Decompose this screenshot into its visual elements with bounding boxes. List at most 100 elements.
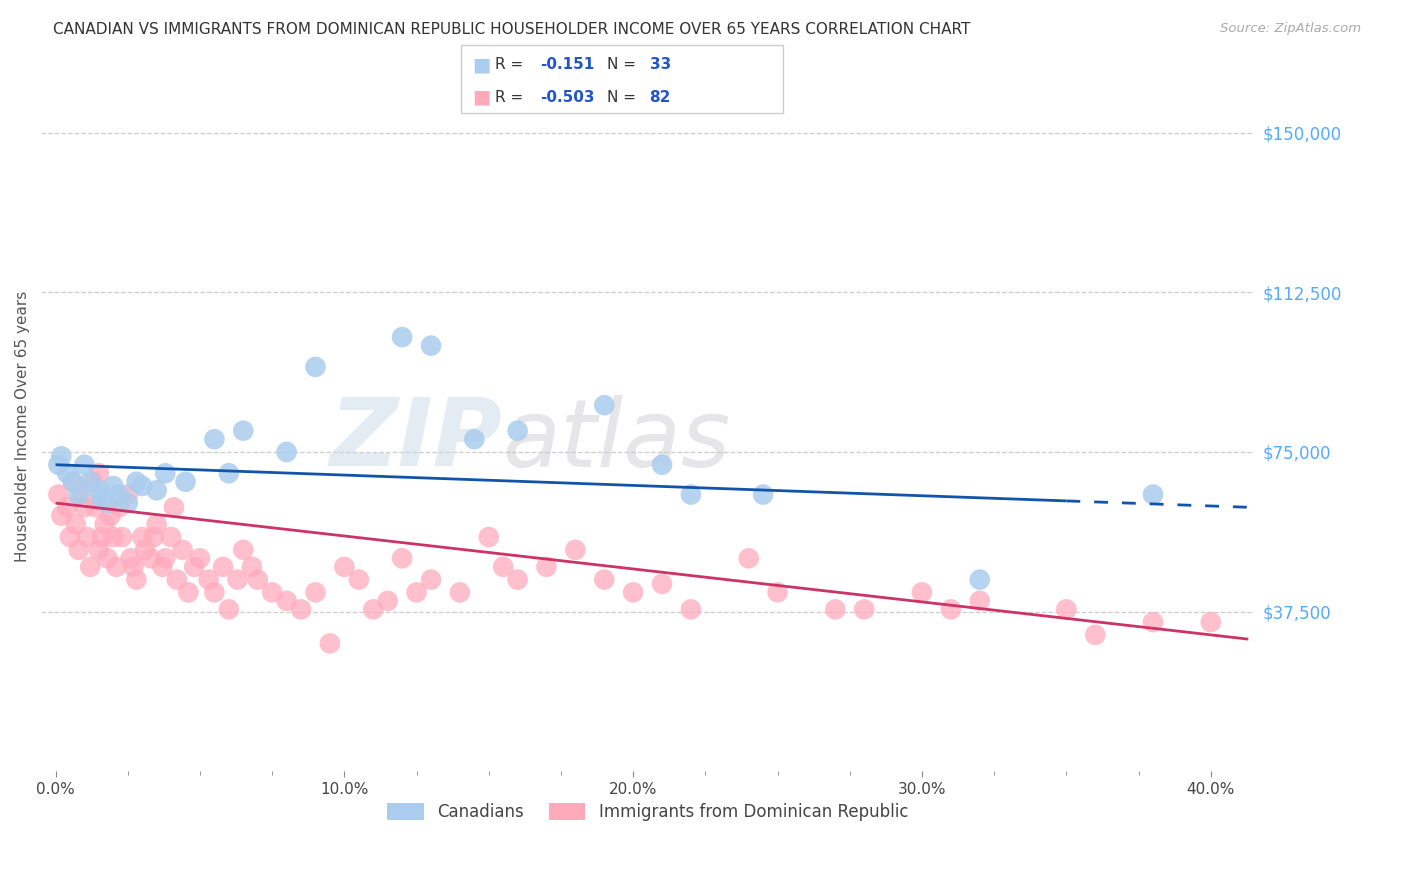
- Point: [420, 573, 443, 587]
- Point: [737, 551, 759, 566]
- Point: [96, 496, 118, 510]
- Point: [651, 577, 673, 591]
- Text: R =: R =: [495, 57, 529, 72]
- Point: [202, 432, 225, 446]
- Text: ■: ■: [472, 88, 491, 107]
- Point: [824, 602, 846, 616]
- Point: [105, 559, 128, 574]
- Point: [51, 449, 73, 463]
- Point: [1199, 615, 1222, 629]
- Point: [131, 530, 153, 544]
- Y-axis label: Householder Income Over 65 years: Householder Income Over 65 years: [15, 291, 30, 562]
- Point: [108, 500, 131, 515]
- Point: [48, 458, 70, 472]
- Point: [232, 424, 254, 438]
- Point: [506, 424, 529, 438]
- Point: [155, 467, 177, 481]
- Point: [131, 479, 153, 493]
- Text: CANADIAN VS IMMIGRANTS FROM DOMINICAN REPUBLIC HOUSEHOLDER INCOME OVER 65 YEARS : CANADIAN VS IMMIGRANTS FROM DOMINICAN RE…: [53, 22, 970, 37]
- Point: [212, 559, 235, 574]
- Point: [478, 530, 501, 544]
- Point: [276, 445, 298, 459]
- Point: [593, 398, 616, 412]
- Point: [262, 585, 284, 599]
- Point: [420, 338, 443, 352]
- Point: [87, 542, 110, 557]
- Point: [911, 585, 934, 599]
- Point: [853, 602, 876, 616]
- Point: [177, 585, 200, 599]
- Text: ZIP: ZIP: [329, 394, 502, 486]
- Text: 33: 33: [650, 57, 671, 72]
- Point: [67, 542, 90, 557]
- Point: [163, 500, 186, 515]
- Point: [197, 573, 219, 587]
- Point: [62, 475, 84, 489]
- Point: [174, 475, 197, 489]
- Point: [120, 551, 142, 566]
- Point: [122, 559, 145, 574]
- Point: [73, 500, 96, 515]
- Point: [155, 551, 177, 566]
- Point: [651, 458, 673, 472]
- Point: [56, 467, 79, 481]
- Point: [51, 508, 73, 523]
- Point: [48, 487, 70, 501]
- Point: [90, 530, 112, 544]
- Point: [183, 559, 205, 574]
- Point: [361, 602, 384, 616]
- Point: [969, 573, 991, 587]
- Point: [139, 551, 162, 566]
- Point: [304, 359, 326, 374]
- Point: [1054, 602, 1077, 616]
- Point: [939, 602, 962, 616]
- Point: [134, 542, 156, 557]
- Point: [621, 585, 644, 599]
- Point: [152, 559, 174, 574]
- Text: R =: R =: [495, 90, 529, 105]
- Text: ■: ■: [472, 55, 491, 74]
- Point: [67, 487, 90, 501]
- Point: [142, 530, 165, 544]
- Point: [188, 551, 211, 566]
- Point: [536, 559, 558, 574]
- Point: [125, 475, 148, 489]
- Point: [76, 530, 98, 544]
- Point: [87, 467, 110, 481]
- Point: [111, 530, 134, 544]
- Legend: Canadians, Immigrants from Dominican Republic: Canadians, Immigrants from Dominican Rep…: [380, 797, 915, 828]
- Point: [1142, 487, 1164, 501]
- Point: [232, 542, 254, 557]
- Point: [679, 602, 702, 616]
- Point: [90, 491, 112, 506]
- Point: [117, 487, 139, 501]
- Point: [172, 542, 194, 557]
- Point: [564, 542, 586, 557]
- Point: [100, 508, 122, 523]
- Point: [108, 487, 131, 501]
- Point: [766, 585, 789, 599]
- Point: [59, 530, 82, 544]
- Point: [70, 487, 93, 501]
- Point: [82, 475, 104, 489]
- Point: [969, 594, 991, 608]
- Point: [1084, 628, 1107, 642]
- Point: [125, 573, 148, 587]
- Point: [506, 573, 529, 587]
- Point: [145, 483, 167, 498]
- Point: [679, 487, 702, 501]
- Point: [391, 551, 413, 566]
- Point: [347, 573, 370, 587]
- Point: [1142, 615, 1164, 629]
- Point: [166, 573, 188, 587]
- Point: [218, 602, 240, 616]
- Point: [96, 551, 118, 566]
- Text: N =: N =: [607, 57, 641, 72]
- Point: [246, 573, 269, 587]
- Point: [117, 496, 139, 510]
- Point: [463, 432, 485, 446]
- Point: [84, 500, 107, 515]
- Text: -0.503: -0.503: [540, 90, 595, 105]
- Point: [377, 594, 399, 608]
- Point: [405, 585, 427, 599]
